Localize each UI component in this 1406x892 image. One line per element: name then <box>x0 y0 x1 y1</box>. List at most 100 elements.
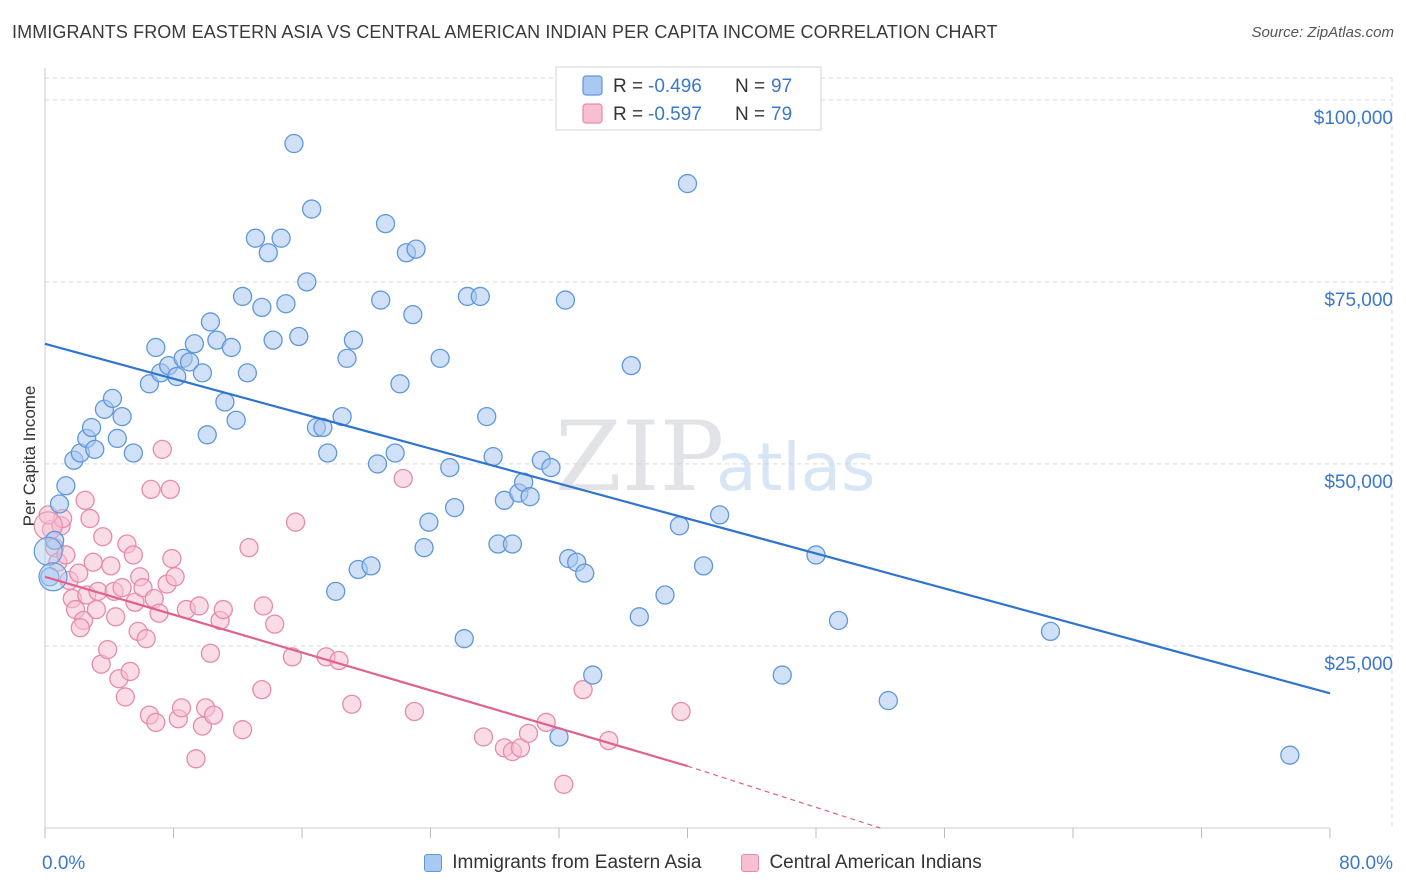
eastern-asia-point-58 <box>414 538 434 558</box>
legend-label-eastern-asia: Immigrants from Eastern Asia <box>452 852 702 873</box>
eastern-asia-point-13 <box>123 443 143 463</box>
eastern-asia-cluster-point-0 <box>33 536 63 566</box>
eastern-asia-point-88 <box>709 505 730 525</box>
eastern-asia-point-23 <box>197 425 217 445</box>
central-american-point-54 <box>213 599 233 620</box>
central-american-point-9 <box>69 563 89 583</box>
watermark-atlas: atlas <box>716 429 876 506</box>
stats-legend: R = -0.496 N = 97 R = -0.597 N = 79 <box>555 66 822 131</box>
y-tick-label-2: $75,000 <box>1324 290 1393 311</box>
eastern-asia-point-8 <box>81 417 102 438</box>
eastern-asia-point-59 <box>419 512 439 532</box>
stats-n-value-blue: 97 <box>771 76 792 97</box>
central-american-point-67 <box>473 727 494 747</box>
legend-swatch-pink <box>741 854 760 872</box>
central-american-point-52 <box>204 705 224 725</box>
central-american-point-48 <box>189 596 209 616</box>
central-american-point-60 <box>282 647 303 667</box>
x-tick-labels: 0.0% 80.0% <box>42 853 1393 874</box>
eastern-asia-point-27 <box>221 337 241 358</box>
central-american-point-43 <box>165 567 185 587</box>
eastern-asia-point-87 <box>693 556 714 576</box>
eastern-asia-point-63 <box>454 629 474 649</box>
stats-r-value-pink: -0.597 <box>648 104 702 125</box>
central-american-point-56 <box>239 538 259 558</box>
eastern-asia-point-82 <box>621 355 641 376</box>
central-american-point-37 <box>146 712 166 733</box>
stats-swatch-blue <box>582 75 603 96</box>
eastern-asia-point-92 <box>878 690 898 711</box>
stats-swatch-pink <box>582 103 603 124</box>
eastern-asia-point-86 <box>677 173 698 194</box>
eastern-asia-point-26 <box>215 392 235 412</box>
eastern-asia-point-53 <box>385 443 405 463</box>
eastern-asia-point-77 <box>555 290 576 310</box>
central-american-point-51 <box>200 643 221 663</box>
central-american-point-78 <box>70 618 90 638</box>
eastern-asia-point-12 <box>107 428 127 449</box>
eastern-asia-point-50 <box>367 454 388 474</box>
eastern-asia-point-44 <box>326 581 346 601</box>
central-american-point-66 <box>404 701 425 722</box>
eastern-asia-point-66 <box>477 406 497 427</box>
eastern-asia-cluster-point-1 <box>38 562 68 592</box>
central-american-point-42 <box>162 548 182 569</box>
legend-swatch-blue <box>424 854 443 872</box>
central-american-point-41 <box>160 479 180 500</box>
grid-layer <box>45 77 1393 828</box>
eastern-asia-point-91 <box>828 610 849 631</box>
eastern-asia-point-94 <box>1280 745 1300 765</box>
y-tick-labels: $25,000 $50,000 $75,000 $100,000 <box>1314 108 1393 675</box>
central-american-point-18 <box>93 527 113 547</box>
eastern-asia-point-31 <box>245 228 266 248</box>
central-american-point-65 <box>393 468 413 489</box>
eastern-asia-point-38 <box>289 326 309 347</box>
eastern-asia-point-62 <box>444 497 465 518</box>
central-american-point-73 <box>554 774 574 794</box>
stats-n-value-pink: 79 <box>771 104 792 125</box>
central-american-point-25 <box>115 687 135 707</box>
eastern-asia-point-1 <box>44 530 65 551</box>
bottom-legend: Immigrants from Eastern Asia Central Ame… <box>0 852 1406 874</box>
series-central-american-indians <box>33 439 691 794</box>
eastern-asia-point-80 <box>575 563 595 583</box>
eastern-asia-point-21 <box>184 334 205 354</box>
central-american-point-39 <box>152 439 172 460</box>
series-immigrants-eastern-asia <box>33 133 1300 765</box>
central-american-point-5 <box>56 545 76 565</box>
eastern-asia-point-85 <box>669 516 690 536</box>
chart-source: Source: ZipAtlas.com <box>1251 24 1394 41</box>
eastern-asia-point-75 <box>541 457 561 478</box>
eastern-asia-point-18 <box>167 366 187 387</box>
eastern-asia-point-60 <box>430 348 450 368</box>
central-american-point-13 <box>75 490 95 510</box>
central-american-point-27 <box>120 661 140 682</box>
eastern-asia-point-51 <box>371 290 391 310</box>
eastern-asia-point-61 <box>440 457 460 478</box>
central-american-point-55 <box>232 720 253 740</box>
central-american-point-35 <box>141 479 161 500</box>
stats-r-label-blue: R = <box>613 76 643 97</box>
central-american-point-22 <box>106 607 126 627</box>
chart-title: IMMIGRANTS FROM EASTERN ASIA VS CENTRAL … <box>12 22 998 42</box>
central-american-point-33 <box>136 629 156 649</box>
eastern-asia-point-83 <box>629 607 649 627</box>
central-american-point-61 <box>285 512 306 532</box>
central-american-point-20 <box>101 556 121 576</box>
eastern-asia-point-73 <box>520 487 540 507</box>
central-american-point-47 <box>186 749 206 769</box>
y-tick-label-3: $100,000 <box>1314 108 1393 129</box>
eastern-asia-point-89 <box>772 665 792 685</box>
central-american-point-19 <box>97 639 118 660</box>
stats-r-label-pink: R = <box>613 104 643 125</box>
eastern-asia-point-34 <box>263 330 283 350</box>
central-american-point-59 <box>265 614 285 634</box>
eastern-asia-point-7 <box>85 439 105 460</box>
central-american-point-28 <box>123 545 143 565</box>
eastern-asia-point-81 <box>583 665 603 685</box>
central-american-point-70 <box>510 738 531 758</box>
eastern-asia-point-35 <box>271 228 291 248</box>
eastern-asia-point-15 <box>146 337 166 358</box>
eastern-asia-point-2 <box>49 494 70 514</box>
